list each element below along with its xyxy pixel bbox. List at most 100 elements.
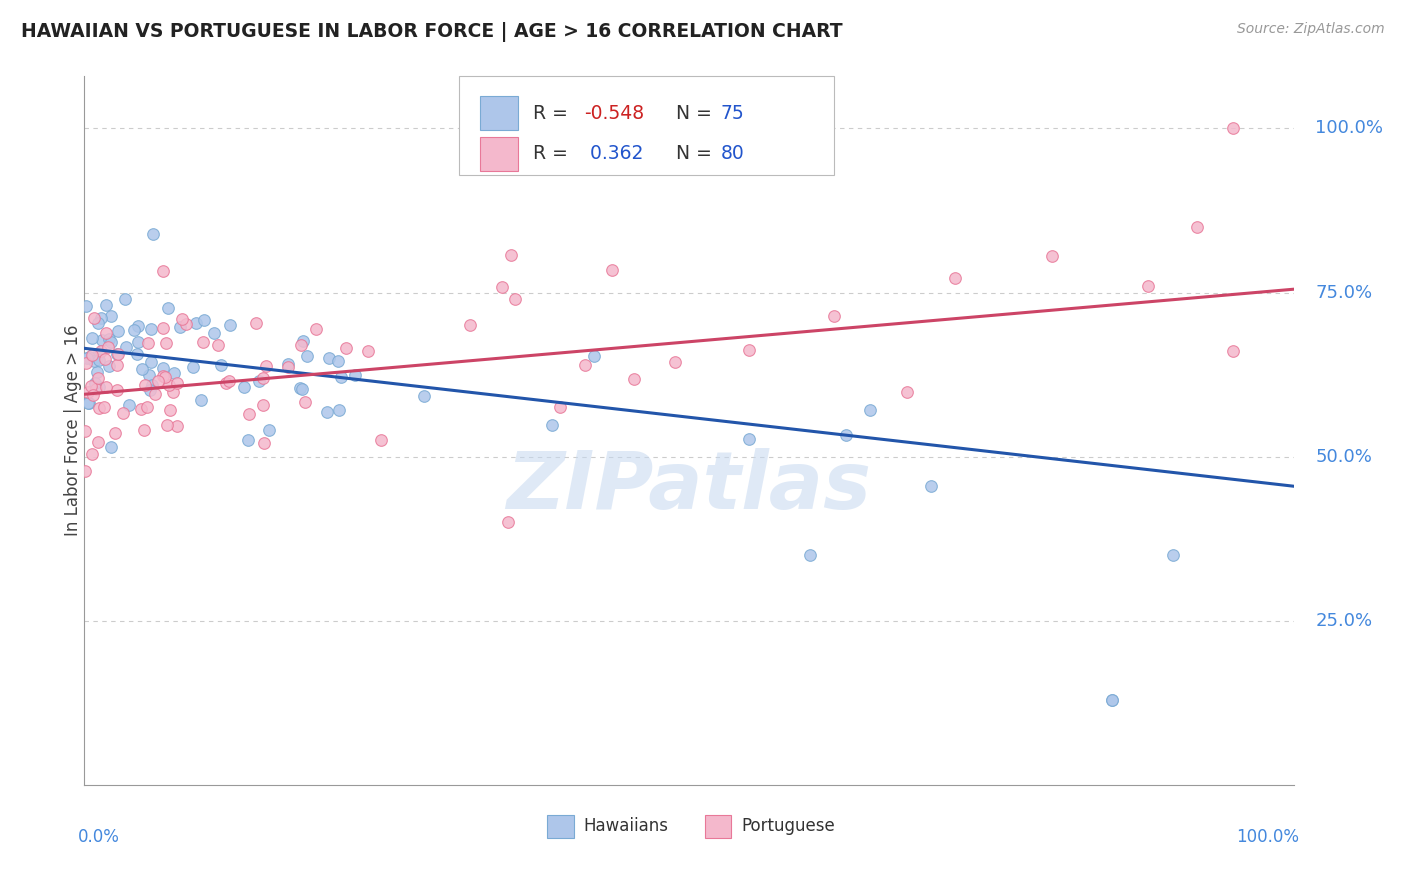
Point <box>107 324 129 338</box>
Text: ZIPatlas: ZIPatlas <box>506 448 872 526</box>
Point <box>184 317 207 331</box>
Point <box>142 227 165 242</box>
Point <box>100 334 122 349</box>
Text: 0.0%: 0.0% <box>79 828 120 846</box>
Point <box>328 402 350 417</box>
Point <box>343 368 366 383</box>
Point <box>215 376 238 391</box>
Point <box>159 402 181 417</box>
Point <box>738 433 761 447</box>
Point <box>491 280 513 294</box>
Text: 0.362: 0.362 <box>583 145 643 163</box>
Point <box>602 262 624 277</box>
Point <box>412 389 434 403</box>
Point <box>75 299 97 313</box>
Point <box>153 370 176 384</box>
Point <box>233 380 256 394</box>
Point <box>87 371 110 385</box>
Point <box>98 332 121 346</box>
Point <box>166 376 188 390</box>
Point <box>238 408 260 422</box>
Point <box>236 433 259 447</box>
Point <box>80 379 103 393</box>
Point <box>218 374 240 388</box>
Point <box>257 423 280 437</box>
Text: 80: 80 <box>720 145 744 163</box>
Point <box>83 353 105 368</box>
Text: -0.548: -0.548 <box>583 103 644 123</box>
Point <box>219 318 242 333</box>
Text: 25.0%: 25.0% <box>1315 612 1372 630</box>
Text: R =: R = <box>533 145 574 163</box>
Point <box>166 418 188 433</box>
Point <box>181 359 204 374</box>
Point <box>152 321 174 335</box>
Point <box>87 345 110 359</box>
Point <box>87 316 110 330</box>
Point <box>294 395 316 409</box>
Point <box>89 310 111 325</box>
Point <box>100 309 122 323</box>
Point <box>89 353 111 368</box>
Point <box>315 405 337 419</box>
Point <box>156 301 179 316</box>
Point <box>82 388 104 402</box>
Point <box>582 349 605 363</box>
Point <box>87 380 110 394</box>
Point <box>1101 692 1123 706</box>
Point <box>117 398 139 412</box>
Point <box>138 368 160 382</box>
Point <box>80 348 103 362</box>
Point <box>496 516 519 530</box>
Point <box>132 423 155 437</box>
Point <box>125 346 148 360</box>
Y-axis label: In Labor Force | Age > 16: In Labor Force | Age > 16 <box>65 325 82 536</box>
Point <box>104 425 127 440</box>
Point <box>111 406 134 420</box>
Point <box>290 338 312 352</box>
Point <box>254 359 277 373</box>
Point <box>122 323 145 337</box>
Point <box>541 418 564 433</box>
Point <box>90 344 112 359</box>
Point <box>207 338 229 352</box>
Point <box>90 333 112 347</box>
Point <box>105 358 128 372</box>
Point <box>291 334 314 348</box>
Point <box>98 359 121 373</box>
Point <box>252 371 274 385</box>
Bar <box>704 815 731 838</box>
Point <box>172 312 194 326</box>
Point <box>326 354 349 368</box>
Point <box>193 334 215 349</box>
Point <box>277 359 299 374</box>
Point <box>76 385 98 400</box>
Point <box>86 365 108 379</box>
Point <box>1161 548 1184 562</box>
Point <box>357 343 380 358</box>
Point <box>94 326 117 341</box>
Point <box>190 393 212 408</box>
Point <box>458 318 481 333</box>
Point <box>127 318 149 333</box>
Point <box>291 382 314 396</box>
Text: Source: ZipAtlas.com: Source: ZipAtlas.com <box>1237 22 1385 37</box>
Point <box>141 377 163 392</box>
Point <box>202 326 225 340</box>
Point <box>77 350 100 364</box>
Point <box>162 384 184 399</box>
Point <box>87 435 110 450</box>
Point <box>245 316 267 330</box>
Point <box>84 382 107 396</box>
Text: Hawaiians: Hawaiians <box>583 817 669 835</box>
Point <box>152 263 174 277</box>
Point <box>131 362 153 376</box>
Point <box>499 248 522 262</box>
Point <box>139 321 162 335</box>
Point <box>823 309 845 323</box>
Point <box>75 424 97 438</box>
Point <box>80 331 103 345</box>
Point <box>169 319 191 334</box>
Point <box>193 313 215 327</box>
Point <box>943 271 966 285</box>
